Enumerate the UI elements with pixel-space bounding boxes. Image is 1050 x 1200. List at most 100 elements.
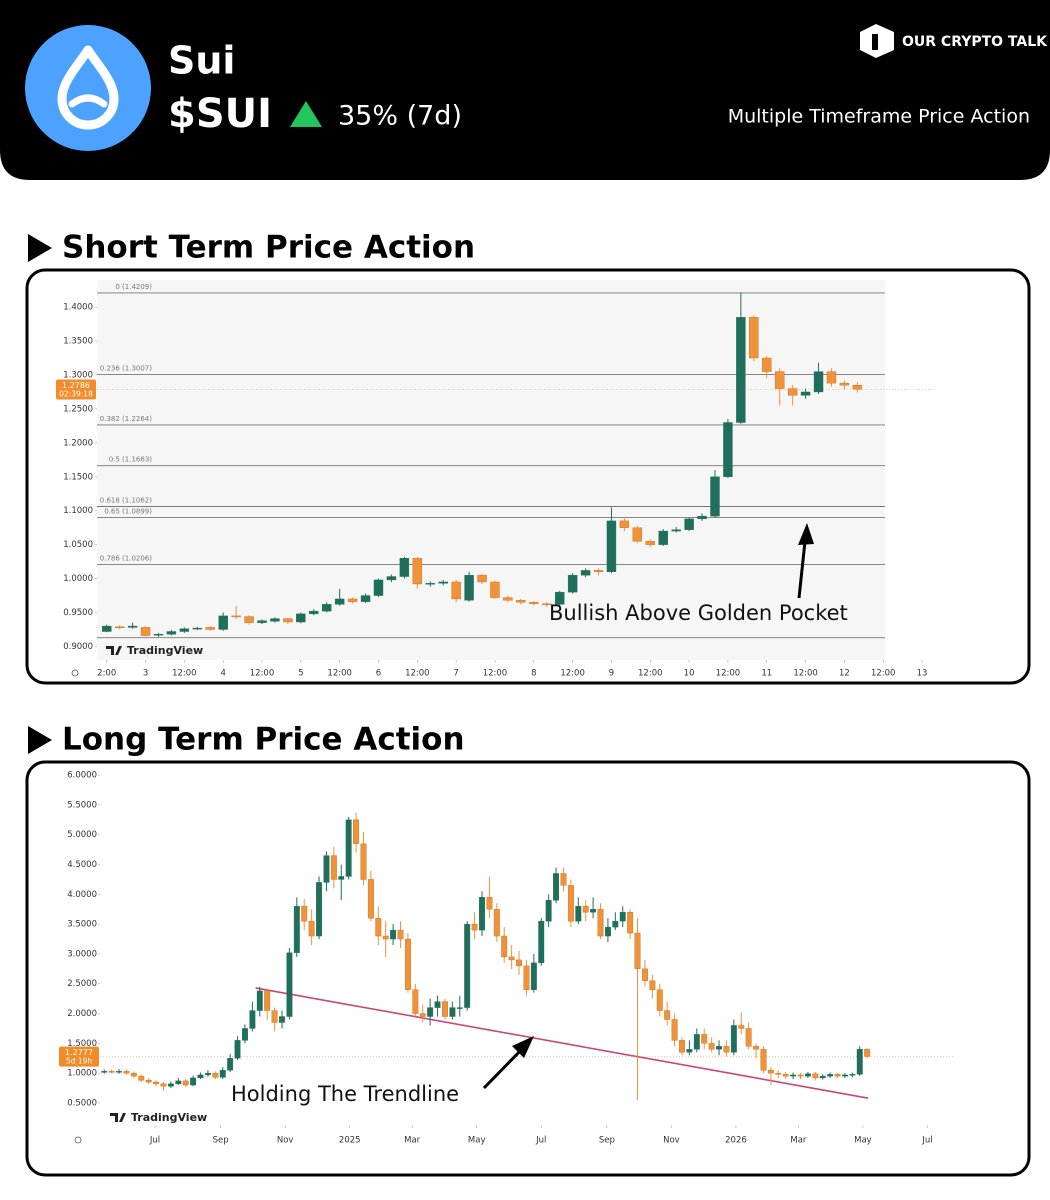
candle-body [218,615,228,630]
x-tick-label: 6 [376,669,381,679]
candle-body [501,935,508,958]
candle-body [710,476,720,517]
candle-body [554,591,565,605]
coin-name: Sui [168,39,235,83]
candle-body [849,1074,856,1076]
candle-body [632,527,643,542]
x-tick-label: 12:00 [405,669,430,679]
candle-body [399,558,410,577]
candle-body [264,990,271,1011]
candle-body [508,956,515,961]
candle-body [425,583,435,585]
y-tick-label: 6.0000 [67,771,97,781]
candle-body [730,1025,737,1053]
y-tick-label: 2.5000 [67,979,97,989]
candle-body [293,906,300,953]
candle-body [353,819,360,844]
x-tick-label: 12:00 [172,669,197,679]
candle-body [490,581,500,598]
candle-body [471,923,478,931]
candle-body [597,909,604,937]
candle-body [774,371,785,389]
annotation: Bullish Above Golden Pocket [549,601,848,625]
candle-body [390,929,397,940]
candle-body [256,990,263,1011]
candle-body [553,873,560,901]
section-title: Short Term Price Action [62,230,475,266]
x-tick-label: Jul [535,1136,546,1146]
candle-body [827,1074,834,1077]
candle-body [334,598,345,605]
arrow-head [512,1036,534,1058]
candle-body [590,909,597,913]
candle-body [538,920,545,964]
annotation: Holding The Trendline [231,1082,459,1106]
x-tick-label: 12 [839,669,850,679]
price-tag [56,379,96,400]
candle-body [345,819,352,877]
x-tick-label: 2025 [339,1136,361,1146]
candle-body [567,885,574,922]
x-tick-label: 10 [684,669,695,679]
candle-body [612,920,619,928]
candle-body [182,1080,189,1086]
candle-body [697,515,707,520]
coin-logo-wave [68,94,108,108]
x-tick-label: Sep [213,1136,229,1146]
x-tick-label: 7 [453,669,458,679]
y-tick-label: 1.0000 [67,1069,97,1079]
candle-body [234,1040,241,1059]
candle-body [812,1073,819,1079]
candle-body [813,371,824,393]
y-tick-label: 3.5000 [67,920,97,930]
candle-body [301,906,308,922]
candle-body [175,1080,182,1085]
candle-body [166,631,177,635]
y-tick-label: 4.5000 [67,860,97,870]
candle-body [145,1080,152,1083]
x-tick-label: 12:00 [793,669,818,679]
candle-body [367,879,374,919]
candle-body [116,1071,122,1073]
candle-body [679,1040,685,1053]
candle-body [606,520,617,572]
x-tick-label: Jul [921,1136,932,1146]
candle-body [412,989,419,1014]
candle-body [451,581,461,600]
candle-body [330,855,337,880]
candle-body [192,627,203,630]
chart-layer: 0.9000 0.9500 1.0000 1.0500 1.1000 1.1500 1.20… [56,283,955,1146]
candle-body [283,618,293,623]
x-tick-label: Nov [663,1136,680,1146]
candle-body [775,1072,782,1075]
x-tick-label: 12:00 [250,669,275,679]
candle-body [456,1007,463,1009]
candle-body [249,1010,256,1029]
y-tick-label: 1.2000 [63,438,93,448]
price-change: 35% (7d) [338,101,462,132]
candle-body [745,1028,752,1047]
candle-body [671,1019,678,1041]
x-tick-label: Mar [790,1136,807,1146]
x-tick-label: 12:00 [327,669,352,679]
y-tick-label: 1.0500 [63,540,93,550]
coin-logo [25,25,151,151]
candle-body [800,391,811,396]
candle-body [308,920,315,937]
candle-body [797,1074,804,1077]
candle-body [464,574,474,601]
watermark-logo [106,646,122,655]
candle-body [338,876,345,880]
x-tick-label: 12:00 [716,669,741,679]
candle-body [582,906,589,913]
candle-body [127,625,138,628]
candle-body [852,384,863,390]
watermark: TradingView [131,1111,207,1124]
watermark: TradingView [127,644,203,657]
x-tick-label: Nov [277,1136,294,1146]
y-tick-label: 1.1000 [63,506,93,516]
fib-label: 0 (1.4209) [115,283,152,291]
candle-body [101,1071,108,1073]
candle-body [708,1043,715,1050]
candle-body [542,603,552,605]
